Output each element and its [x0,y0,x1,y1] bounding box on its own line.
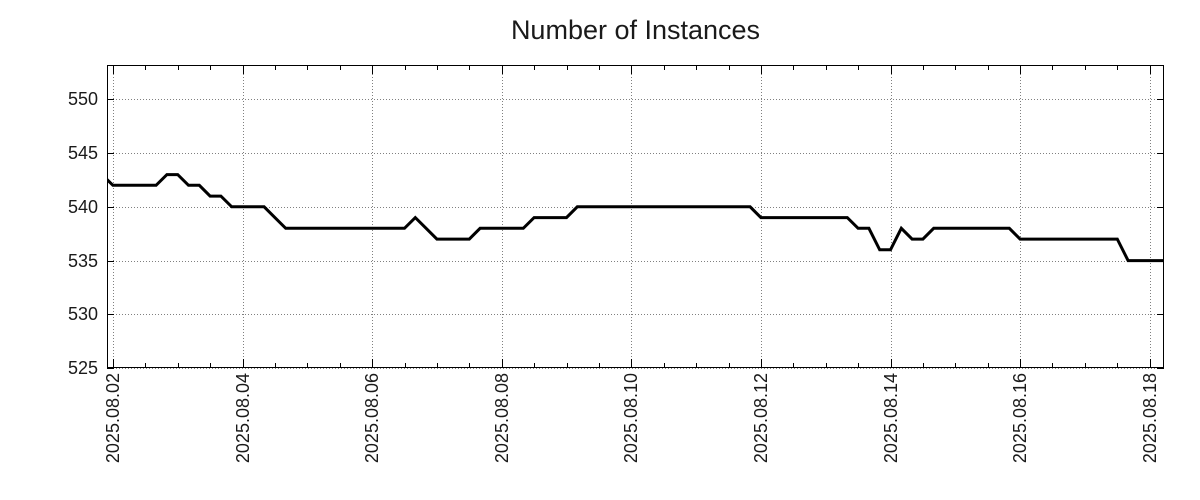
y-tick-label: 550 [67,89,98,109]
x-tick-label: 2025.08.08 [492,373,512,464]
x-tick-label: 2025.08.06 [362,373,382,464]
series-line [107,173,1164,263]
x-tick-label: 2025.08.12 [751,373,771,464]
plot-border [107,65,1164,368]
x-tick-label: 2025.08.10 [621,373,641,464]
y-tick-label: 530 [67,304,98,324]
chart-title: Number of Instances [510,15,761,45]
y-tick-label: 535 [67,251,98,271]
y-tick-label: 545 [67,143,98,163]
x-tick-label: 2025.08.04 [233,373,253,464]
x-tick-label: 2025.08.02 [103,373,123,464]
y-tick-label: 525 [67,358,98,378]
grid-lines [107,65,1164,369]
x-tick-label: 2025.08.14 [881,373,901,464]
tick-marks [107,65,1164,369]
x-tick-label: 2025.08.16 [1010,373,1030,464]
x-tick-label: 2025.08.18 [1140,373,1160,464]
y-tick-label: 540 [67,197,98,217]
